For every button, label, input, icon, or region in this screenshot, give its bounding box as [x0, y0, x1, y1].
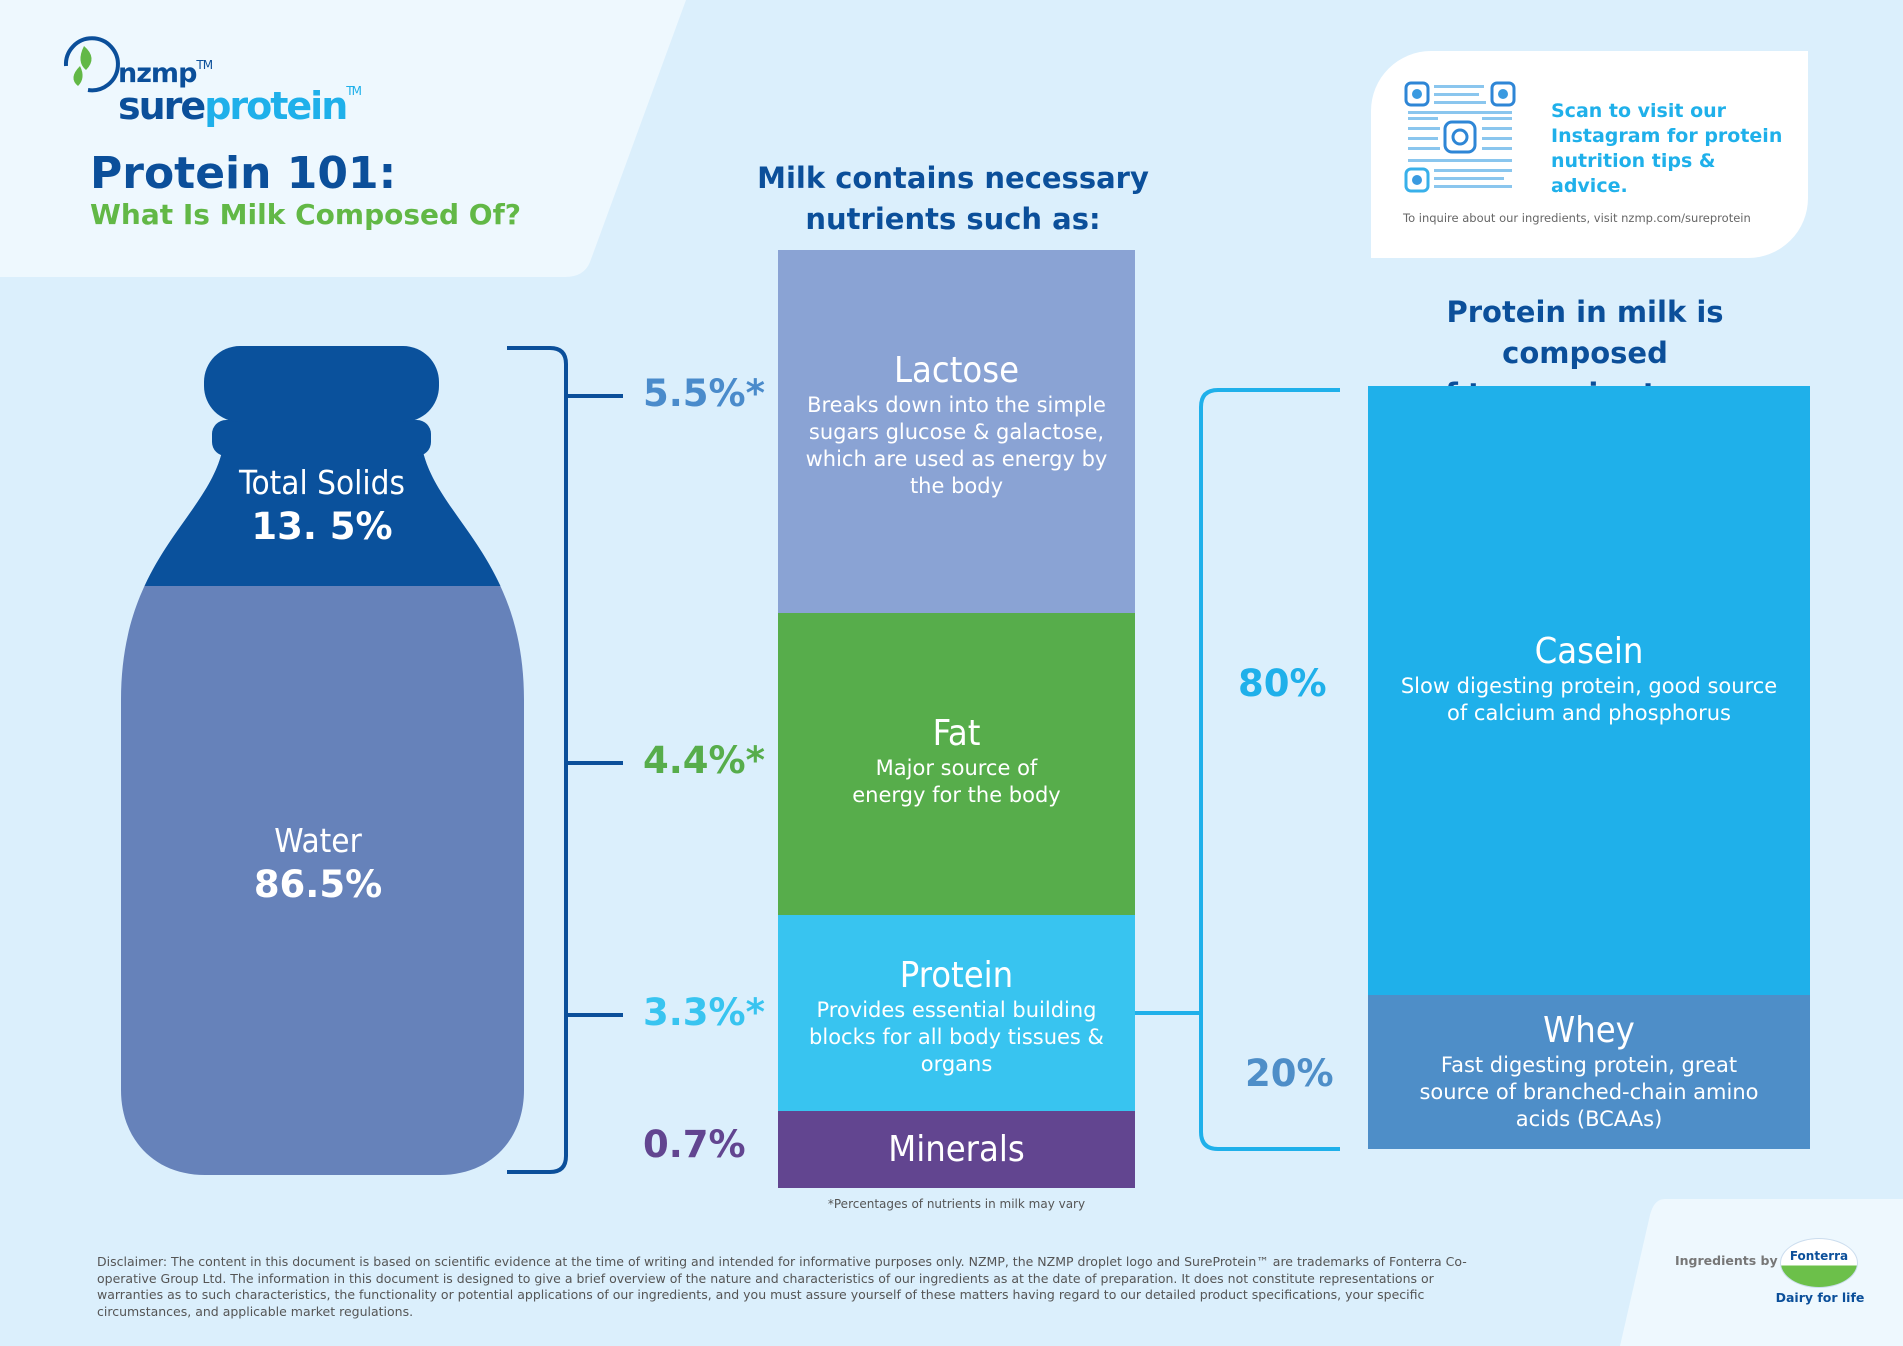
whey-block: Whey Fast digesting protein, great sourc…: [1368, 995, 1810, 1149]
lactose-percent: 5.5%*: [643, 372, 765, 415]
left-bracket: [507, 346, 623, 1174]
scan-instagram-text: Scan to visit our Instagram for protein …: [1551, 100, 1783, 197]
whey-percent: 20%: [1245, 1052, 1334, 1095]
fat-percent: 4.4%*: [643, 739, 765, 782]
footnote: *Percentages of nutrients in milk may va…: [827, 1197, 1086, 1211]
nzmp-droplet-logo: [63, 36, 120, 93]
page-title: Protein 101:: [90, 148, 397, 199]
fonterra-tagline: Dairy for life: [1775, 1290, 1865, 1305]
nutrient-stack: Lactose Breaks down into the simple suga…: [778, 250, 1135, 1188]
minerals-block: Minerals: [778, 1111, 1135, 1188]
lactose-block: Lactose Breaks down into the simple suga…: [778, 250, 1135, 613]
nzmp-wordmark: nzmpTM: [118, 58, 213, 89]
protein-block: Protein Provides essential building bloc…: [778, 915, 1135, 1111]
header-panel: [0, 0, 686, 277]
sureprotein-wordmark: sureproteinTM: [118, 84, 362, 128]
protein-percent: 3.3%*: [643, 991, 765, 1034]
protein-stack: Casein Slow digesting protein, good sour…: [1368, 386, 1810, 1149]
right-bracket: [1135, 388, 1340, 1151]
disclaimer: Disclaimer: The content in this document…: [97, 1254, 1467, 1319]
ingredients-by-label: Ingredients by: [1675, 1253, 1778, 1268]
logo-panel: [1620, 1199, 1903, 1346]
water-label: Water 86.5%: [253, 821, 383, 906]
qr-card: Scan to visit our Instagram for protein …: [1371, 51, 1808, 258]
instagram-qr-code-icon[interactable]: [1404, 81, 1516, 193]
inquire-text: To inquire about our ingredients, visit …: [1403, 211, 1751, 225]
casein-percent: 80%: [1238, 662, 1327, 705]
minerals-percent: 0.7%: [643, 1123, 746, 1166]
nutrients-heading: Milk contains necessary nutrients such as…: [757, 161, 1149, 236]
fat-block: Fat Major source of energy for the body: [778, 613, 1135, 915]
fonterra-logo: Fonterra: [1780, 1238, 1858, 1288]
milk-bottle: [121, 346, 524, 1175]
page-subtitle: What Is Milk Composed Of?: [90, 198, 522, 231]
casein-block: Casein Slow digesting protein, good sour…: [1368, 386, 1810, 995]
total-solids-label: Total Solids 13. 5%: [238, 463, 405, 548]
